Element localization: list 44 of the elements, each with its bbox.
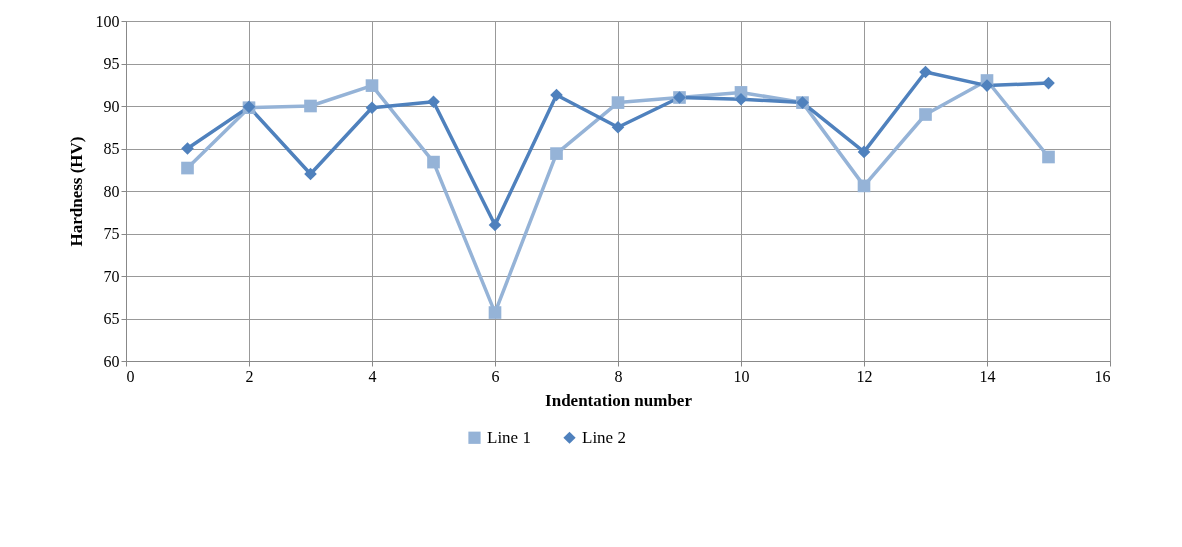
y-tick-label: 85: [103, 140, 120, 157]
point: [919, 108, 932, 121]
point: [550, 147, 563, 160]
point: [980, 79, 994, 92]
y-tick-label: 75: [103, 225, 120, 242]
point: [611, 96, 625, 109]
point: [427, 155, 440, 169]
x-tick-label: 0: [126, 367, 135, 385]
point: [427, 95, 440, 109]
y-tick-label: 80: [103, 182, 120, 200]
point: [365, 79, 379, 92]
x-tick-label: 16: [1094, 367, 1111, 385]
y-tick-label: 95: [103, 55, 120, 72]
point: [181, 161, 194, 175]
y-tick-label: 65: [103, 310, 120, 327]
point: [734, 92, 748, 106]
point: [488, 218, 502, 232]
point: [1042, 76, 1055, 90]
x-tick-label: 2: [245, 367, 254, 385]
point: [611, 120, 625, 134]
x-tick-label: 6: [491, 367, 500, 385]
x-tick-label: 14: [979, 367, 996, 385]
point: [550, 88, 563, 102]
point: [304, 99, 317, 113]
point: [488, 306, 502, 319]
point: [181, 142, 194, 155]
point: [304, 167, 317, 181]
x-axis-title: Indentation number: [545, 390, 693, 410]
x-tick-label: 10: [733, 367, 750, 385]
legend-label: Line 1: [487, 427, 531, 447]
x-tick-label: 4: [368, 367, 377, 385]
point: [919, 65, 932, 79]
point: [1042, 150, 1055, 164]
y-axis-title: Hardness (HV): [66, 136, 86, 247]
legend-label: Line 2: [582, 427, 626, 447]
point: [857, 179, 871, 193]
y-tick-label: 100: [95, 12, 120, 30]
x-tick-label: 8: [614, 367, 623, 385]
x-tick-label: 12: [856, 367, 873, 385]
y-tick-label: 90: [103, 97, 120, 115]
point: [365, 101, 379, 115]
y-tick-label: 70: [103, 267, 120, 285]
y-tick-label: 60: [103, 352, 120, 370]
point: [857, 145, 871, 159]
